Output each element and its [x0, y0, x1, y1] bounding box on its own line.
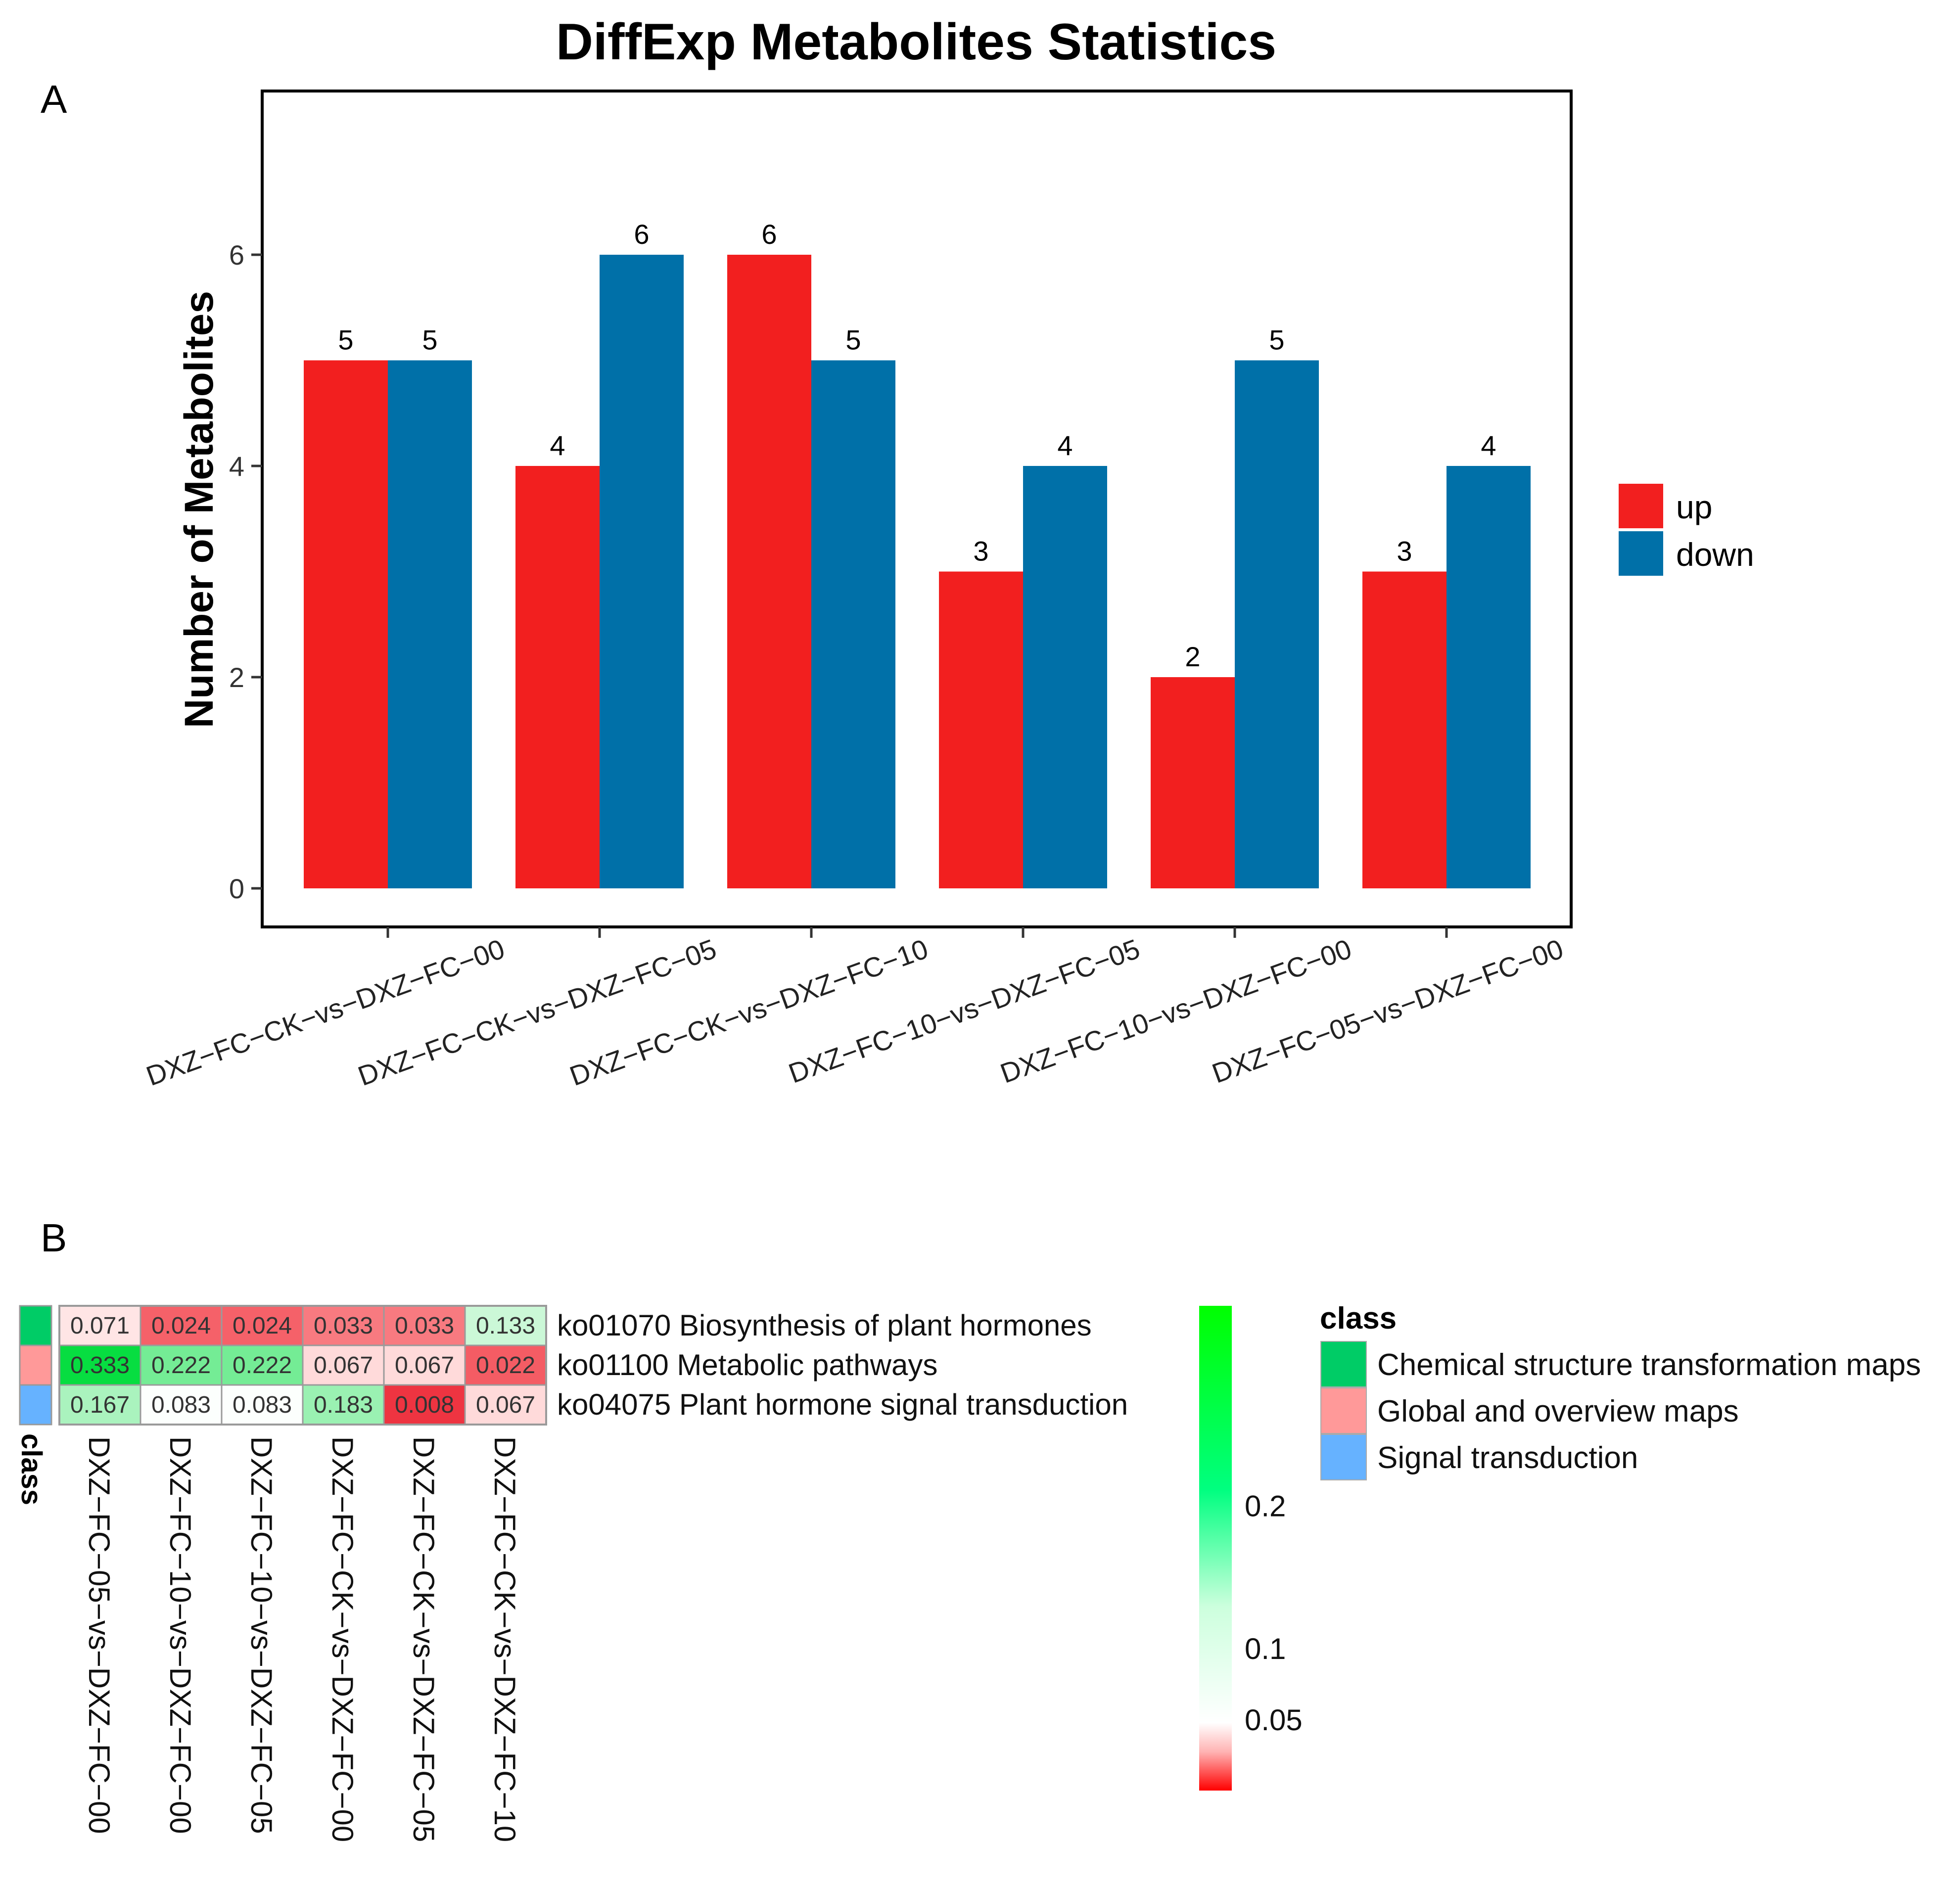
panel-b-label: B	[41, 1216, 67, 1260]
panel-a-label: A	[41, 77, 67, 121]
heatmap-value-r3-c6: 0.067	[476, 1392, 535, 1418]
legend-up-swatch	[1619, 484, 1663, 528]
heatmap-value-r1-c5: 0.033	[395, 1313, 454, 1339]
heatmap-value-r2-c6: 0.022	[476, 1352, 535, 1379]
y-tick-label-6: 6	[229, 239, 244, 271]
heatmap-value-r1-c4: 0.033	[314, 1313, 373, 1339]
heatmap-value-r1-c1: 0.071	[70, 1313, 130, 1339]
legend-up-label: up	[1676, 489, 1712, 525]
heatmap-row-labels: ko01070 Biosynthesis of plant hormones ko…	[557, 1309, 1128, 1421]
heatmap-value-r1-c2: 0.024	[151, 1313, 211, 1339]
heatmap-column-labels: DXZ−FC−05−vs−DXZ−FC−00 DXZ−FC−10−vs−DXZ−F…	[83, 1436, 521, 1842]
class-cell-1	[19, 1305, 52, 1346]
class-cell-3	[19, 1384, 52, 1426]
colorbar-tick-label-2: 0.1	[1245, 1632, 1286, 1665]
colorbar-tick-label-1: 0.2	[1245, 1490, 1286, 1523]
heatmap-value-r2-c4: 0.067	[314, 1352, 373, 1379]
bar-down-6	[1447, 466, 1531, 888]
bar-value-label-up-3: 6	[761, 219, 777, 250]
heatmap-value-r2-c5: 0.067	[395, 1352, 454, 1379]
bar-value-label-up-4: 3	[973, 536, 988, 567]
bar-value-label-down-2: 6	[634, 219, 649, 250]
colorbar	[1199, 1306, 1232, 1791]
heatmap-grid	[58, 1305, 547, 1426]
class-annotation-bar	[19, 1305, 52, 1426]
bar-down-4	[1023, 466, 1107, 888]
bar-value-label-up-6: 3	[1397, 536, 1412, 567]
bar-up-5	[1151, 677, 1235, 888]
bar-chart-title: DiffExp Metabolites Statistics	[556, 13, 1276, 71]
bar-up-4	[939, 571, 1023, 888]
class-annotation-label: class	[15, 1433, 47, 1505]
bar-value-label-down-4: 4	[1057, 430, 1073, 461]
bar-value-label-down-3: 5	[845, 324, 861, 356]
class-legend: class Chemical structure transformation …	[1320, 1301, 1921, 1480]
heatmap-column-label-3: DXZ−FC−10−vs−DXZ−FC−05	[245, 1436, 278, 1834]
bar-down-5	[1235, 360, 1319, 888]
class-legend-items: Chemical structure transformation maps Gl…	[1320, 1341, 1921, 1480]
y-tick-label-4: 4	[229, 451, 244, 482]
bar-legend: up down	[1619, 484, 1754, 576]
bar-value-label-down-1: 5	[422, 324, 437, 356]
heatmap-cell-r3-c4	[302, 1384, 385, 1426]
heatmap-column-label-5: DXZ−FC−CK−vs−DXZ−FC−05	[407, 1436, 440, 1842]
y-axis-label: Number of Metabolites	[177, 291, 222, 728]
y-tick-label-2: 2	[229, 662, 244, 693]
heatmap-value-r3-c2: 0.083	[151, 1392, 211, 1418]
heatmap-value-r1-c6: 0.133	[476, 1313, 535, 1339]
heatmap-border	[58, 1305, 547, 1426]
y-tick-label-0: 0	[229, 873, 244, 904]
heatmap-row-label-1: ko01070 Biosynthesis of plant hormones	[557, 1309, 1092, 1342]
heatmap-cell-r3-c1	[58, 1384, 141, 1426]
y-ticks-group: 0 2 4 6	[229, 239, 262, 904]
bar-value-label-down-5: 5	[1269, 324, 1284, 356]
bar-value-label-down-6: 4	[1481, 430, 1496, 461]
class-legend-label-3: Signal transduction	[1377, 1441, 1638, 1475]
plot-frame	[261, 90, 1573, 928]
class-legend-title: class	[1320, 1301, 1397, 1335]
class-legend-label-1: Chemical structure transformation maps	[1377, 1348, 1921, 1382]
bar-up-6	[1362, 571, 1447, 888]
class-legend-swatch-3	[1320, 1434, 1367, 1480]
bar-up-2	[515, 466, 600, 888]
heatmap-value-r2-c3: 0.222	[233, 1352, 292, 1379]
heatmap-cell-r3-c5	[383, 1384, 466, 1426]
heatmap-column-label-2: DXZ−FC−10−vs−DXZ−FC−00	[164, 1436, 197, 1834]
heatmap-value-r3-c3: 0.083	[233, 1392, 292, 1418]
heatmap-value-r3-c1: 0.167	[70, 1392, 130, 1418]
legend-down-label: down	[1676, 536, 1754, 573]
bar-up-1	[304, 360, 388, 888]
heatmap-value-r3-c4: 0.183	[314, 1392, 373, 1418]
heatmap-value-r1-c3: 0.024	[233, 1313, 292, 1339]
bar-value-label-up-5: 2	[1185, 641, 1200, 672]
class-legend-swatch-1	[1320, 1341, 1367, 1387]
bar-down-2	[600, 255, 684, 888]
bar-up-3	[727, 255, 811, 888]
bars-group	[304, 255, 1531, 888]
heatmap-column-label-1: DXZ−FC−05−vs−DXZ−FC−00	[83, 1436, 116, 1834]
class-legend-label-2: Global and overview maps	[1377, 1394, 1739, 1428]
heatmap-value-r3-c5: 0.008	[395, 1392, 454, 1418]
heatmap-row-label-3: ko04075 Plant hormone signal transductio…	[557, 1388, 1128, 1421]
heatmap-values: 0.071 0.024 0.024 0.033 0.033 0.133 0.333 0.222…	[70, 1313, 535, 1418]
bar-value-label-up-2: 4	[550, 430, 565, 461]
heatmap-cell-r2-c3	[221, 1344, 304, 1386]
legend-down-swatch	[1619, 531, 1663, 576]
bar-down-1	[388, 360, 472, 888]
bar-value-label-up-1: 5	[338, 324, 353, 356]
class-cell-2	[19, 1344, 52, 1386]
bar-down-3	[811, 360, 895, 888]
bar-labels-group: 5 5 4 6 6 5 3 4 2 5 3 4	[338, 219, 1496, 672]
heatmap-value-r2-c1: 0.333	[70, 1352, 130, 1379]
heatmap-row-label-2: ko01100 Metabolic pathways	[557, 1348, 937, 1381]
class-legend-swatch-2	[1320, 1387, 1367, 1434]
heatmap-column-label-4: DXZ−FC−CK−vs−DXZ−FC−00	[326, 1436, 359, 1842]
heatmap-column-label-6: DXZ−FC−CK−vs−DXZ−FC−10	[488, 1436, 521, 1842]
colorbar-ticks: 0.2 0.1 0.05	[1245, 1490, 1303, 1737]
colorbar-tick-label-3: 0.05	[1245, 1704, 1303, 1737]
heatmap-value-r2-c2: 0.222	[151, 1352, 211, 1379]
